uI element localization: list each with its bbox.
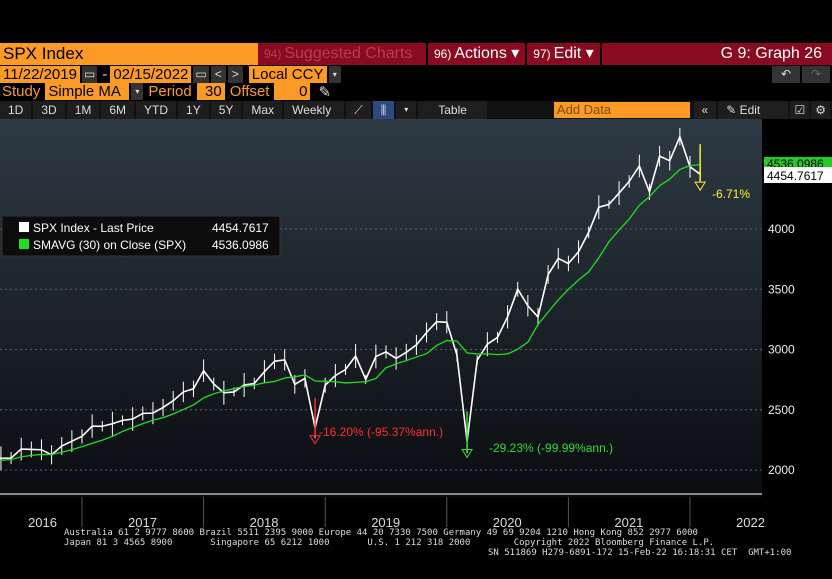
edit-label: Edit ▾ xyxy=(553,45,594,62)
legend-box xyxy=(1,215,281,257)
range-max[interactable]: Max xyxy=(243,101,283,119)
actions-num: 96) xyxy=(434,47,452,61)
suggested-num: 94) xyxy=(264,47,282,61)
frequency-select[interactable]: Weekly ▼ xyxy=(284,101,345,135)
candlestick-icon[interactable]: ⫼ xyxy=(372,101,395,119)
chevron-down-icon[interactable]: ▾ xyxy=(328,66,341,83)
range-1d[interactable]: 1D xyxy=(0,101,32,119)
range-3d[interactable]: 3D xyxy=(33,101,65,119)
study-row: Study Simple MA ▾ Period 30 Offset 0 ✎ xyxy=(0,83,832,101)
range-1y[interactable]: 1Y xyxy=(178,101,209,119)
drawdown-arrow-icon xyxy=(309,435,321,445)
actions-label: Actions ▾ xyxy=(454,45,520,62)
footer-line-3: SN 511869 H279-6891-172 15-Feb-22 16:18:… xyxy=(488,548,792,558)
graph-title: G 9: Graph 26 xyxy=(601,43,832,65)
calendar-icon[interactable]: ▭ xyxy=(81,66,98,83)
edit-chart-button[interactable]: ✎ Edit Chart xyxy=(718,101,789,135)
ticker-field[interactable]: SPX Index xyxy=(0,43,258,65)
collapse-icon[interactable]: « xyxy=(693,101,717,119)
x-tick-label: 2021 xyxy=(614,515,643,527)
pencil-icon[interactable]: ✎ xyxy=(318,83,332,101)
edit-num: 97) xyxy=(533,47,551,61)
price-chart[interactable]: 2000 2500 3000 3500 4000 2016 2017 2018 2019 2020… xyxy=(0,119,832,527)
suggested-charts-button[interactable]: 94) Suggested Charts xyxy=(258,43,428,65)
last-price-tag-text: 4454.7617 xyxy=(767,169,824,183)
ma-line xyxy=(0,163,701,462)
line-chart-icon[interactable]: ⟋ xyxy=(346,101,371,119)
legend: SPX Index - Last Price 4454.7617 SMAVG (… xyxy=(1,215,281,257)
x-tick-label: 2020 xyxy=(493,515,522,527)
end-date-input[interactable]: 02/15/2022 xyxy=(110,66,192,83)
range-1m[interactable]: 1M xyxy=(66,101,100,119)
plot-background xyxy=(0,119,762,497)
footer-line-2: Japan 81 3 4565 8900 Singapore 65 6212 1… xyxy=(64,538,715,548)
actions-menu[interactable]: 96) Actions ▾ xyxy=(428,43,528,65)
x-tick-label: 2022 xyxy=(736,515,765,527)
y-tick-label: 2500 xyxy=(768,403,795,417)
undo-redo: ↶ ↷ xyxy=(772,66,832,83)
legend-ma-value: 4536.0986 xyxy=(212,238,269,252)
legend-ma-label: SMAVG (30) on Close (SPX) xyxy=(33,238,186,252)
range-ytd[interactable]: YTD xyxy=(136,101,177,119)
offset-label: Offset xyxy=(229,83,270,100)
drawdown-annotation: -16.20% (-95.37%ann.) xyxy=(319,425,443,439)
x-tick-label: 2016 xyxy=(28,515,57,527)
range-6m[interactable]: 6M xyxy=(101,101,135,119)
gear-icon[interactable]: ⚙ xyxy=(811,101,831,119)
period-input[interactable]: 30 xyxy=(196,83,225,100)
start-date-input[interactable]: 11/22/2019 xyxy=(0,66,80,83)
legend-price-value: 4454.7617 xyxy=(212,221,269,235)
y-tick-label: 3000 xyxy=(768,343,795,357)
add-data-input[interactable]: Add Data xyxy=(553,102,690,118)
date-row: 11/22/2019 ▭ - 02/15/2022 ▭ < > Local CC… xyxy=(0,66,832,83)
redo-icon[interactable]: ↷ xyxy=(802,66,830,83)
last-price-tag xyxy=(764,167,832,183)
edit-menu[interactable]: 97) Edit ▾ xyxy=(527,43,602,65)
legend-swatch-price xyxy=(19,222,29,232)
drawdown-annotation: -6.71% xyxy=(712,187,750,201)
x-tick-label: 2018 xyxy=(250,515,279,527)
y-tick-label: 4000 xyxy=(768,222,795,236)
range-5y[interactable]: 5Y xyxy=(210,101,242,119)
calendar-icon[interactable]: ▭ xyxy=(193,66,209,83)
chevron-down-icon[interactable]: ▾ xyxy=(396,101,417,119)
title-bar: SPX Index 94) Suggested Charts 96) Actions… xyxy=(0,43,832,65)
drawdown-arrow-icon xyxy=(461,448,473,459)
annotate-icon[interactable]: ☑ xyxy=(790,101,810,119)
suggested-label: Suggested Charts xyxy=(284,45,413,62)
footer: Australia 61 2 9777 8600 Brazil 5511 239… xyxy=(0,528,832,558)
chevron-down-icon[interactable]: ▾ xyxy=(131,83,144,100)
y-tick-label: 3500 xyxy=(768,282,795,296)
drawdown-annotation: -29.23% (-99.99%ann.) xyxy=(489,441,613,455)
chart-toolbar: 1D 3D 1M 6M YTD 1Y 5Y Max Weekly ▼ ⟋ ⫼ ▾… xyxy=(0,101,832,135)
x-tick-label: 2017 xyxy=(128,515,157,527)
footer-line-1: Australia 61 2 9777 8600 Brazil 5511 239… xyxy=(64,528,698,538)
prev-arrow-icon[interactable]: < xyxy=(210,66,226,83)
next-arrow-icon[interactable]: > xyxy=(227,66,243,83)
y-tick-label: 2000 xyxy=(768,463,795,477)
study-select[interactable]: Simple MA xyxy=(45,83,130,100)
legend-swatch-ma xyxy=(19,239,29,249)
legend-price-label: SPX Index - Last Price xyxy=(33,221,154,235)
x-tick-label: 2019 xyxy=(371,515,400,527)
table-button[interactable]: Table xyxy=(418,101,487,119)
date-separator: - xyxy=(102,66,108,83)
currency-select[interactable]: Local CCY xyxy=(248,66,327,83)
drawdown-arrow-icon xyxy=(694,181,707,192)
undo-icon[interactable]: ↶ xyxy=(772,66,800,83)
offset-input[interactable]: 0 xyxy=(274,83,311,100)
study-label: Study xyxy=(2,83,41,100)
period-label: Period xyxy=(148,83,192,100)
